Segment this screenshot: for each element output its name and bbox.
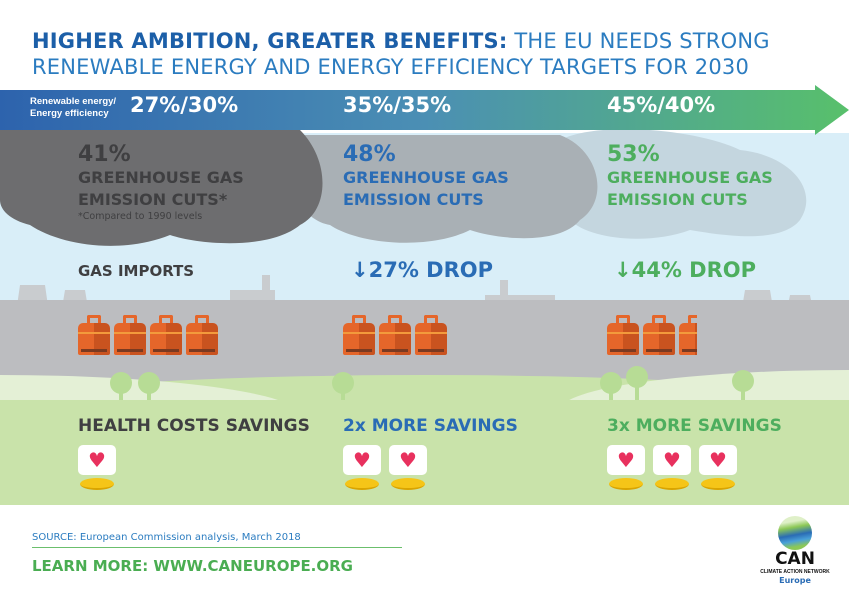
gas-canister-icon [114,315,146,355]
gas-canister-icon [150,315,182,355]
title-bold: HIGHER AMBITION, GREATER BENEFITS: [32,29,508,53]
globe-icon [778,516,812,550]
gas-imports-label: GAS IMPORTS [78,262,195,280]
ghg-label: EMISSION CUTS [607,190,748,209]
down-arrow-icon: ↓ [614,258,632,282]
source-text: SOURCE: European Commission analysis, Ma… [32,532,301,543]
savings-1: HEALTH COSTS SAVINGS [78,416,310,436]
gas-canister-icon [343,315,375,355]
canister-group [78,0,222,360]
down-arrow-icon: ↓ [351,258,369,282]
can-europe-logo: CAN CLIMATE ACTION NETWORK Europe [760,516,830,586]
ghg-2: 48% GREENHOUSE GAS EMISSION CUTS [343,143,509,211]
clouds [0,129,807,246]
ghg-pct: 48% [343,142,396,167]
gas-drop-3: ↓44% DROP [614,258,756,282]
logo-name: CAN [775,549,815,569]
gas-canister-icon [679,315,697,355]
gas-drop-text: 44% DROP [631,258,757,282]
title-rest: THE EU NEEDS STRONG [507,29,770,53]
savings-2: 2x MORE SAVINGS [343,416,518,436]
footnote: *Compared to 1990 levels [78,211,203,222]
ghg-pct: 41% [78,142,131,167]
learn-more-link[interactable]: LEARN MORE: WWW.CANEUROPE.ORG [32,557,353,575]
gas-canister-icon [643,315,675,355]
target-2: 35%/35% [343,93,452,117]
mid-cloud [287,135,598,243]
title-line2: RENEWABLE ENERGY AND ENERGY EFFICIENCY T… [32,55,750,79]
band-label-line1: Renewable energy/ [30,96,117,107]
divider [32,547,402,548]
heart-coin-icon: ♥ [343,445,381,491]
light-cloud [541,129,807,239]
gas-canister-icon [415,315,447,355]
gas-canister-icon [607,315,639,355]
gas-canister-icon [78,315,110,355]
heart-coin-icon: ♥ [653,445,691,491]
tree-icon [626,366,648,406]
savings-3: 3x MORE SAVINGS [607,416,782,436]
ghg-pct: 53% [607,142,660,167]
ghg-label: GREENHOUSE GAS [78,168,244,187]
ghg-1: 41% GREENHOUSE GAS EMISSION CUTS* *Compa… [78,142,244,223]
band-label-line2: Energy efficiency [30,108,109,119]
gas-canister-icon [379,315,411,355]
gas-drop-2: ↓27% DROP [351,258,493,282]
tree-icon [732,370,754,410]
page-title: HIGHER AMBITION, GREATER BENEFITS: THE E… [32,28,770,80]
heart-coin-icon: ♥ [699,445,737,491]
target-3: 45%/40% [607,93,716,117]
band-label: Renewable energy/Energy efficiency [30,96,124,120]
ghg-label: EMISSION CUTS [343,190,484,209]
ghg-3: 53% GREENHOUSE GAS EMISSION CUTS [607,143,773,211]
gas-drop-text: 27% DROP [368,258,494,282]
heart-coin-icon: ♥ [389,445,427,491]
gas-canister-icon [186,315,218,355]
progress-arrow [0,85,849,135]
target-1: 27%/30% [130,93,239,117]
canister-group [343,0,451,360]
heart-coin-icon: ♥ [607,445,645,491]
ghg-label: GREENHOUSE GAS [607,168,773,187]
logo-region: Europe [779,576,811,585]
ghg-label: GREENHOUSE GAS [343,168,509,187]
logo-tagline: CLIMATE ACTION NETWORK [760,569,830,575]
heart-coin-icon: ♥ [78,445,116,491]
canister-group [607,0,697,360]
ghg-label: EMISSION CUTS* [78,190,228,209]
dark-cloud [0,130,323,246]
